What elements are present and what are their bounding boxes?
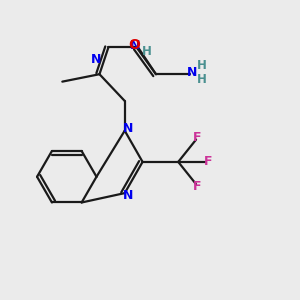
Text: F: F [193, 180, 202, 193]
Text: H: H [142, 44, 152, 58]
Text: N: N [91, 53, 102, 66]
Text: N: N [122, 189, 133, 202]
Text: F: F [204, 155, 212, 168]
Text: F: F [193, 131, 202, 144]
Text: N: N [130, 39, 140, 52]
Text: H: H [196, 73, 206, 86]
Text: N: N [122, 122, 133, 135]
Text: O: O [128, 38, 140, 52]
Text: N: N [186, 66, 197, 79]
Text: H: H [196, 59, 206, 72]
